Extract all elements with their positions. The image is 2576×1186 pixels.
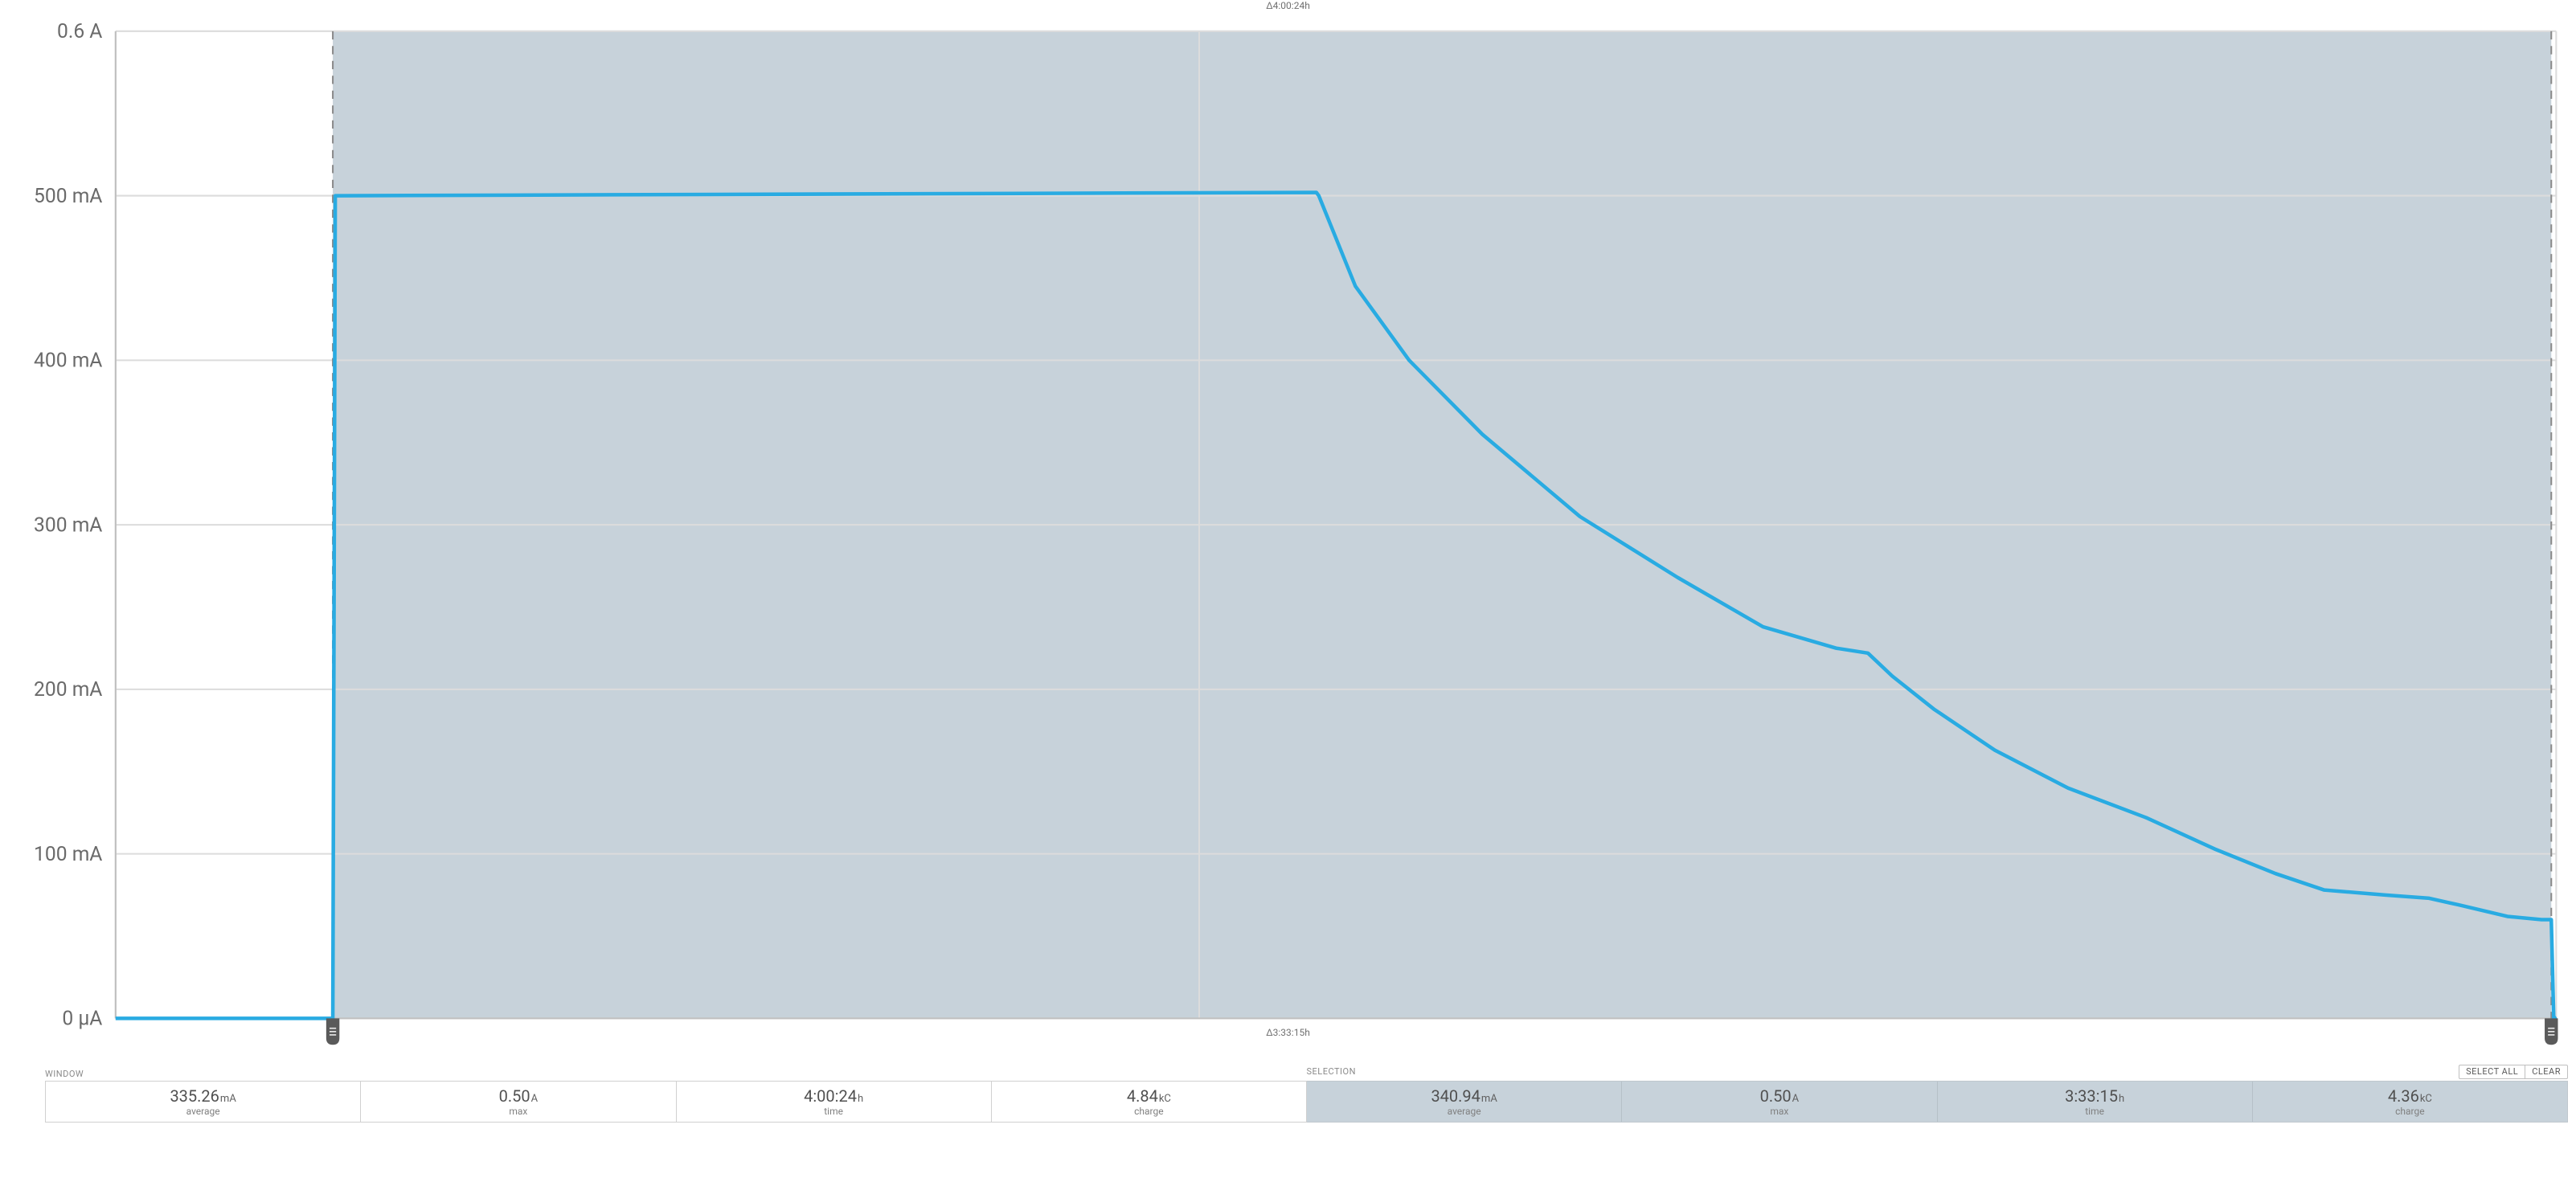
stat-label: charge: [1134, 1106, 1163, 1117]
delta-top-label: Δ4:00:24h: [1266, 0, 1310, 11]
svg-text:100 mA: 100 mA: [34, 843, 102, 866]
stats-row: 335.26mA average 0.50A max 4:00:24h time: [45, 1081, 2568, 1123]
selection-stats: 340.94mA average 0.50A max 3:33:15h time: [1307, 1081, 2568, 1123]
window-max-stat: 0.50A max: [361, 1082, 676, 1122]
window-time-stat: 4:00:24h time: [677, 1082, 992, 1122]
stat-label: average: [1448, 1106, 1481, 1117]
selection-handle[interactable]: [326, 1018, 339, 1045]
svg-text:300 mA: 300 mA: [34, 513, 102, 537]
window-stats: 335.26mA average 0.50A max 4:00:24h time: [45, 1081, 1307, 1123]
clear-button[interactable]: CLEAR: [2525, 1065, 2567, 1078]
root: Δ4:00:24h 0 µA 100 mA 200 mA 300 mA 400 mA 50…: [0, 0, 2576, 1131]
stat-value: 0.50A: [499, 1086, 538, 1106]
selection-time-stat: 3:33:15h time: [1938, 1082, 2253, 1122]
selection-header-row: SELECTION SELECT ALL CLEAR: [1307, 1065, 2569, 1079]
selection-handle[interactable]: [2545, 1018, 2558, 1045]
stat-label: time: [824, 1106, 843, 1117]
stat-value: 0.50A: [1760, 1086, 1799, 1106]
stats-panel: WINDOW SELECTION SELECT ALL CLEAR 335.26…: [0, 1063, 2576, 1131]
stat-value: 4.36kC: [2388, 1086, 2432, 1106]
svg-text:200 mA: 200 mA: [34, 678, 102, 701]
stat-label: max: [1770, 1106, 1788, 1117]
svg-text:400 mA: 400 mA: [34, 350, 102, 373]
select-all-button[interactable]: SELECT ALL: [2459, 1065, 2525, 1078]
delta-bottom-label: Δ3:33:15h: [1266, 1027, 1310, 1038]
selection-charge-stat: 4.36kC charge: [2253, 1082, 2567, 1122]
selection-max-stat: 0.50A max: [1622, 1082, 1937, 1122]
selection-header: SELECTION: [1307, 1066, 1356, 1077]
stat-value: 4.84kC: [1127, 1086, 1171, 1106]
stat-value: 3:33:15h: [2065, 1086, 2124, 1106]
chart-area: Δ4:00:24h 0 µA 100 mA 200 mA 300 mA 400 mA 50…: [0, 0, 2576, 1063]
svg-text:0 µA: 0 µA: [62, 1008, 102, 1031]
current-chart[interactable]: 0 µA 100 mA 200 mA 300 mA 400 mA 500 mA 0.6 A: [0, 6, 2576, 1063]
svg-text:0.6 A: 0.6 A: [57, 20, 102, 43]
stat-value: 340.94mA: [1431, 1086, 1497, 1106]
window-average-stat: 335.26mA average: [46, 1082, 361, 1122]
selection-average-stat: 340.94mA average: [1307, 1082, 1622, 1122]
stat-label: time: [2085, 1106, 2104, 1117]
stat-label: charge: [2395, 1106, 2424, 1117]
window-header: WINDOW: [45, 1069, 1307, 1079]
stat-label: average: [186, 1106, 220, 1117]
stat-value: 335.26mA: [170, 1086, 235, 1106]
stat-value: 4:00:24h: [804, 1086, 863, 1106]
svg-text:500 mA: 500 mA: [34, 185, 102, 208]
stats-headers: WINDOW SELECTION SELECT ALL CLEAR: [45, 1063, 2568, 1081]
stat-label: max: [509, 1106, 527, 1117]
window-charge-stat: 4.84kC charge: [992, 1082, 1306, 1122]
selection-buttons: SELECT ALL CLEAR: [2459, 1065, 2568, 1079]
